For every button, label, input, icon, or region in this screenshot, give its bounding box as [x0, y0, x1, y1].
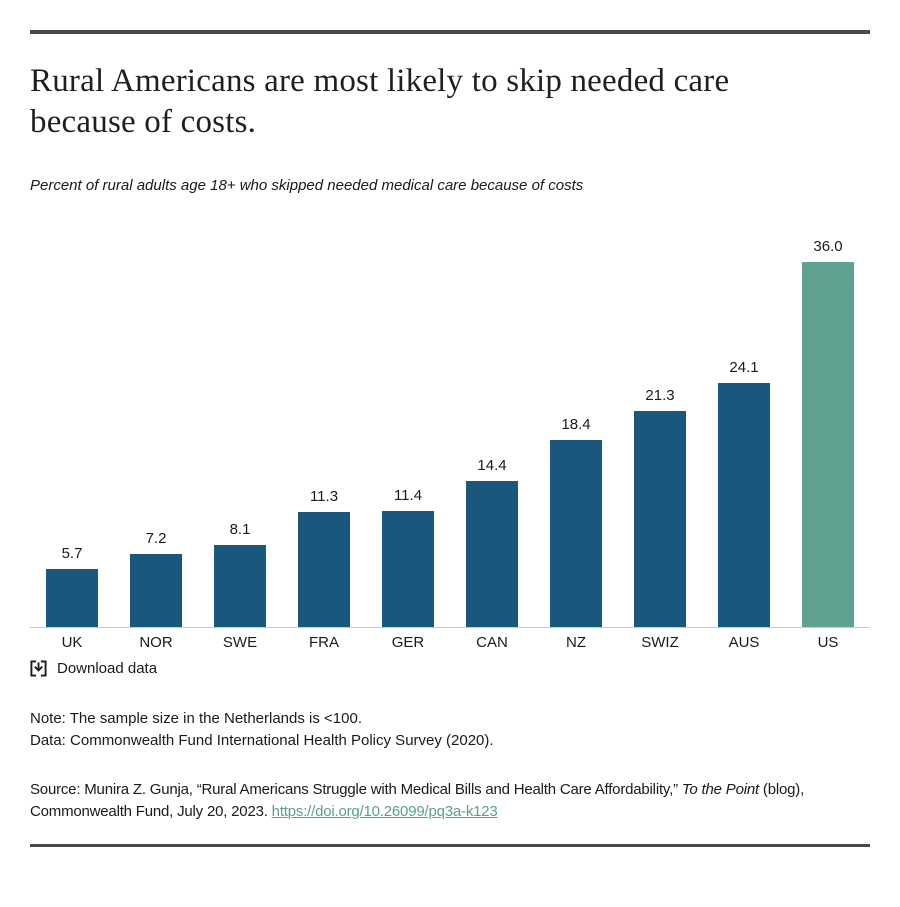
x-label-UK: UK — [61, 633, 83, 651]
bar-slot-UK: 5.7 — [30, 263, 114, 627]
bar-value-UK: 5.7 — [61, 544, 83, 562]
x-label-US: US — [817, 633, 839, 651]
x-label-FRA: FRA — [309, 633, 339, 651]
bar-value-NOR: 7.2 — [145, 529, 167, 547]
source-block: Source: Munira Z. Gunja, “Rural American… — [30, 779, 870, 823]
notes-block: Note: The sample size in the Netherlands… — [30, 708, 870, 752]
bar-slot-NOR: 7.2 — [114, 263, 198, 627]
bar-slot-NZ: 18.4 — [534, 263, 618, 627]
page-container: Rural Americans are most likely to skip … — [30, 0, 870, 847]
top-rule — [30, 30, 870, 34]
bar-GER — [382, 510, 434, 627]
bar-slot-US: 36.0 — [786, 238, 870, 627]
x-label-AUS: AUS — [728, 633, 760, 651]
bar-value-AUS: 24.1 — [729, 358, 759, 376]
page-title: Rural Americans are most likely to skip … — [30, 61, 870, 143]
bar-slot-GER: 11.4 — [366, 263, 450, 627]
x-label-GER: GER — [391, 633, 425, 651]
bar-NOR — [130, 553, 182, 627]
bar-value-US: 36.0 — [813, 237, 843, 255]
bar-SWIZ — [634, 410, 686, 627]
bar-value-CAN: 14.4 — [477, 456, 507, 474]
bar-chart: 5.7 7.2 8.1 11.3 11.4 14.4 18.4 21.3 24.1 36.0 UK… — [30, 238, 870, 651]
bar-value-FRA: 11.3 — [309, 487, 339, 505]
bar-UK — [46, 568, 98, 627]
source-text-middle: (blog), Commonwealth Fund, July 20, 2023… — [30, 780, 805, 820]
download-label: Download data — [57, 659, 158, 677]
bar-CAN — [466, 480, 518, 627]
data-line: Data: Commonwealth Fund International He… — [30, 731, 494, 749]
bar-AUS — [718, 382, 770, 627]
bar-FRA — [298, 511, 350, 627]
bar-slot-AUS: 24.1 — [702, 263, 786, 627]
chart-x-labels: UK NOR SWE FRA GER CAN NZ SWIZ AUS US — [30, 628, 870, 651]
page-title-line-2: because of costs. — [30, 103, 257, 140]
bar-US — [802, 261, 854, 627]
x-label-NZ: NZ — [566, 633, 586, 651]
bar-value-SWE: 8.1 — [229, 520, 251, 538]
bar-value-GER: 11.4 — [393, 486, 423, 504]
x-label-SWIZ: SWIZ — [641, 633, 679, 651]
x-label-SWE: SWE — [222, 633, 258, 651]
bar-slot-SWE: 8.1 — [198, 263, 282, 627]
note-line: Note: The sample size in the Netherlands… — [30, 709, 362, 727]
chart-bars: 5.7 7.2 8.1 11.3 11.4 14.4 18.4 21.3 24.1 36.0 — [30, 238, 870, 628]
bar-NZ — [550, 439, 602, 627]
bar-SWE — [214, 544, 266, 627]
bottom-rule — [30, 843, 870, 847]
x-label-NOR: NOR — [139, 633, 173, 651]
chart-subtitle: Percent of rural adults age 18+ who skip… — [30, 176, 584, 194]
source-publication-name: To the Point — [681, 780, 759, 798]
source-text: Source: Munira Z. Gunja, “Rural American… — [30, 780, 682, 798]
download-data-button[interactable]: Download data — [30, 660, 157, 677]
x-label-CAN: CAN — [476, 633, 508, 651]
bar-slot-CAN: 14.4 — [450, 263, 534, 627]
doi-link[interactable]: https://doi.org/10.26099/pq3a-k123 — [271, 802, 498, 820]
bar-slot-SWIZ: 21.3 — [618, 263, 702, 627]
bar-value-NZ: 18.4 — [561, 415, 591, 433]
page-title-line-1: Rural Americans are most likely to skip … — [30, 62, 730, 99]
download-icon — [30, 659, 47, 677]
bar-slot-FRA: 11.3 — [282, 263, 366, 627]
bar-value-SWIZ: 21.3 — [645, 386, 675, 404]
